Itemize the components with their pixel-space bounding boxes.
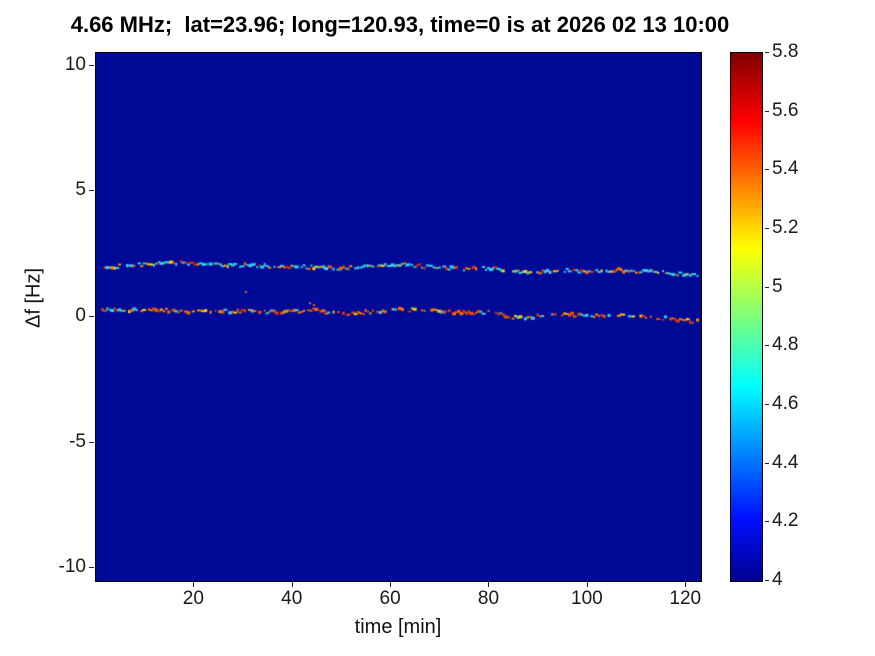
heatmap-canvas [96, 53, 701, 581]
y-tick-mark [89, 567, 94, 569]
x-tick-mark [390, 582, 392, 587]
x-tick-mark [291, 582, 293, 587]
colorbar-tick-label: 5.2 [772, 217, 799, 238]
colorbar-tick-mark [765, 286, 769, 288]
y-tick-mark [89, 64, 94, 66]
x-axis-label: time [min] [354, 616, 442, 638]
colorbar-tick-label: 4.4 [772, 451, 799, 473]
plot-area [95, 52, 702, 582]
colorbar-tick-label: 4 [772, 569, 783, 590]
x-tick-mark [685, 582, 687, 587]
x-tick-label: 60 [379, 588, 401, 609]
colorbar [730, 52, 763, 582]
y-tick-label: -10 [58, 556, 86, 578]
colorbar-tick-label: 4.2 [772, 510, 799, 532]
colorbar-tick-mark [765, 404, 769, 405]
colorbar-tick-label: 5.6 [772, 99, 799, 121]
x-tick-label: 40 [281, 588, 303, 609]
chart-title: 4.66 MHz; lat=23.96; long=120.93, time=0… [70, 12, 730, 37]
x-tick-label: 80 [477, 588, 500, 609]
x-tick-mark [488, 582, 490, 587]
x-tick-mark [586, 582, 588, 587]
colorbar-tick-mark [765, 169, 769, 171]
x-tick-label: 20 [182, 588, 204, 609]
y-tick-label: 10 [64, 53, 86, 75]
colorbar-tick-mark [765, 110, 769, 112]
colorbar-tick-label: 5.4 [772, 158, 799, 180]
colorbar-tick-label: 4.8 [772, 334, 799, 356]
colorbar-tick-mark [765, 345, 769, 347]
y-tick-label: 5 [75, 179, 86, 201]
y-tick-mark [89, 441, 94, 443]
x-tick-mark [193, 582, 195, 587]
colorbar-tick-label: 5.8 [772, 41, 799, 62]
y-axis-label: Δf [Hz] [22, 267, 45, 329]
colorbar-tick-mark [765, 521, 769, 523]
colorbar-tick-mark [765, 228, 769, 229]
colorbar-tick-mark [765, 580, 769, 581]
colorbar-tick-mark [765, 462, 769, 464]
y-tick-mark [89, 316, 94, 317]
x-tick-label: 120 [669, 588, 702, 609]
colorbar-tick-mark [765, 52, 769, 53]
colorbar-tick-label: 4.6 [772, 393, 799, 414]
colorbar-tick-label: 5 [772, 275, 783, 297]
y-tick-mark [89, 190, 94, 192]
x-tick-label: 100 [571, 588, 603, 609]
y-tick-label: -5 [69, 430, 86, 452]
